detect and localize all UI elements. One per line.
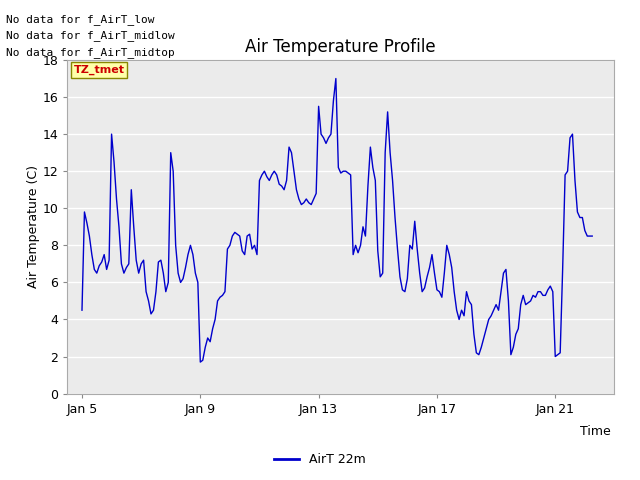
Y-axis label: Air Temperature (C): Air Temperature (C): [26, 165, 40, 288]
Legend: AirT 22m: AirT 22m: [269, 448, 371, 471]
Text: Time: Time: [580, 425, 611, 438]
Text: No data for f_AirT_midtop: No data for f_AirT_midtop: [6, 47, 175, 58]
Text: TZ_tmet: TZ_tmet: [74, 65, 125, 75]
Text: No data for f_AirT_midlow: No data for f_AirT_midlow: [6, 30, 175, 41]
Text: No data for f_AirT_low: No data for f_AirT_low: [6, 13, 155, 24]
Title: Air Temperature Profile: Air Temperature Profile: [246, 37, 436, 56]
